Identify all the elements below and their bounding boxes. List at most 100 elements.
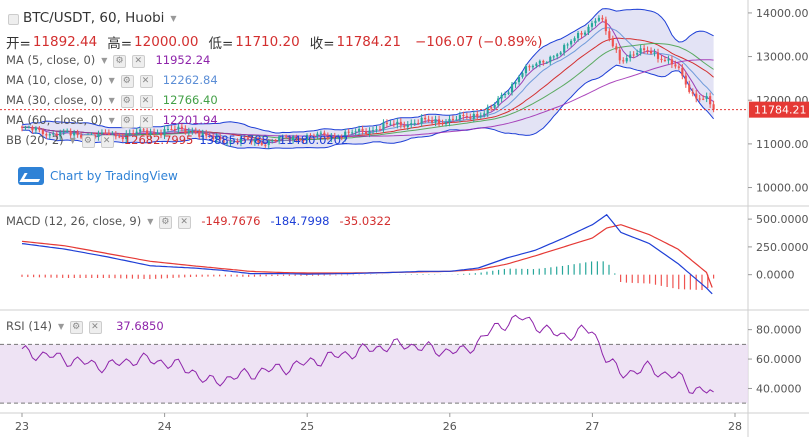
candle-body xyxy=(681,67,684,76)
price-pane xyxy=(0,8,748,150)
ma10-legend[interactable]: MA (10, close, 0) ▼ 12262.84 xyxy=(6,73,218,88)
candle-body xyxy=(656,52,660,59)
chevron-down-icon[interactable]: ▼ xyxy=(170,13,177,23)
candle-body xyxy=(441,123,444,125)
candle-body xyxy=(170,129,173,131)
candle-body xyxy=(323,132,326,135)
ma30-legend[interactable]: MA (30, close, 0) ▼ 12766.40 xyxy=(6,93,218,108)
candle-body xyxy=(316,133,319,136)
ma10-label: MA (10, close, 0) xyxy=(6,73,103,87)
candle-body xyxy=(20,126,24,128)
candle-body xyxy=(385,122,388,124)
close-icon[interactable] xyxy=(139,114,153,128)
candle-body xyxy=(278,136,281,141)
candle-body xyxy=(497,98,500,105)
high-value: 12000.00 xyxy=(134,34,199,50)
settings-icon[interactable] xyxy=(81,134,95,148)
ma5-legend[interactable]: MA (5, close, 0) ▼ 11952.24 xyxy=(6,53,210,68)
candle-body xyxy=(424,117,427,120)
candle-body xyxy=(135,131,138,134)
collapse-toggle-icon[interactable] xyxy=(8,13,19,25)
candle-body xyxy=(420,117,423,124)
ma60-legend[interactable]: MA (60, close, 0) ▼ 12201.94 xyxy=(6,113,218,128)
rsi-line xyxy=(21,314,714,394)
candle-body xyxy=(69,130,72,136)
candle-body xyxy=(326,134,329,139)
candle-body xyxy=(232,140,236,142)
candle-body xyxy=(198,132,201,137)
settings-icon[interactable] xyxy=(120,114,134,128)
ma5-label: MA (5, close, 0) xyxy=(6,53,96,67)
candle-body xyxy=(458,114,461,120)
chevron-down-icon[interactable]: ▼ xyxy=(69,135,76,145)
chevron-down-icon[interactable]: ▼ xyxy=(108,115,115,125)
candle-body xyxy=(639,48,642,54)
candle-body xyxy=(187,131,190,133)
candle-body xyxy=(649,50,653,54)
settings-icon[interactable] xyxy=(120,74,134,88)
candle-body xyxy=(573,38,576,42)
bb-legend[interactable]: BB (20, 2) ▼ 12682.7995 13885.5788 11480.… xyxy=(6,133,348,148)
macd-line xyxy=(21,213,713,295)
chevron-down-icon[interactable]: ▼ xyxy=(57,321,65,331)
candle-body xyxy=(298,139,302,141)
macd-legend[interactable]: MACD (12, 26, close, 9) ▼ -149.7676 -184.… xyxy=(6,214,392,229)
candle-body xyxy=(344,131,347,138)
candle-body xyxy=(219,136,222,140)
candle-body xyxy=(451,118,455,120)
chevron-down-icon[interactable]: ▼ xyxy=(101,55,108,65)
ma60-line xyxy=(21,59,714,137)
candle-body xyxy=(549,56,552,63)
candle-body xyxy=(361,128,364,132)
candle-body xyxy=(330,135,333,139)
candle-body xyxy=(121,137,124,140)
candle-body xyxy=(271,140,274,142)
rsi-legend[interactable]: RSI (14) ▼ 37.6850 xyxy=(6,319,164,334)
chevron-down-icon[interactable]: ▼ xyxy=(108,95,115,105)
settings-icon[interactable] xyxy=(159,215,173,229)
settings-icon[interactable] xyxy=(120,94,134,108)
candle-body xyxy=(462,114,465,116)
candle-body xyxy=(531,65,534,68)
candle-body xyxy=(93,135,97,138)
close-icon[interactable] xyxy=(178,215,192,229)
close-icon[interactable] xyxy=(139,94,153,108)
macd-signal-value: -35.0322 xyxy=(339,214,392,228)
candle-body xyxy=(267,140,270,145)
tradingview-watermark[interactable]: Chart by TradingView xyxy=(18,167,178,185)
chevron-down-icon[interactable]: ▼ xyxy=(147,216,154,226)
axis-layer: 14000.00 13000.00 12000.00 11000.00 10000.00… xyxy=(15,7,809,433)
candle-body xyxy=(691,91,694,94)
candle-body xyxy=(601,17,604,20)
settings-icon[interactable] xyxy=(70,320,84,334)
candle-body xyxy=(632,54,635,56)
candle-body xyxy=(625,58,628,62)
macd-signal-line xyxy=(21,224,713,288)
candle-body xyxy=(354,131,357,133)
candle-body xyxy=(490,107,493,109)
candle-body xyxy=(55,133,58,137)
candle-body xyxy=(312,135,316,137)
candle-body xyxy=(705,96,708,100)
settings-icon[interactable] xyxy=(113,54,127,68)
ma10-line xyxy=(21,27,714,142)
candle-body xyxy=(358,128,361,132)
time-tick-label: 23 xyxy=(15,420,29,433)
candle-body xyxy=(142,129,145,131)
close-icon[interactable] xyxy=(89,320,103,334)
open-label: 开= xyxy=(6,36,31,52)
close-icon[interactable] xyxy=(100,134,114,148)
close-icon[interactable] xyxy=(139,74,153,88)
candle-body xyxy=(615,46,618,50)
candle-body xyxy=(281,135,284,137)
macd-tick-label: 500.0000 xyxy=(756,213,809,226)
candle-body xyxy=(246,137,249,139)
rsi-pane xyxy=(0,314,748,404)
close-icon[interactable] xyxy=(132,54,146,68)
candle-body xyxy=(670,59,673,65)
chevron-down-icon[interactable]: ▼ xyxy=(108,75,115,85)
watermark-text: Chart by TradingView xyxy=(50,169,178,183)
candle-body xyxy=(34,127,37,131)
